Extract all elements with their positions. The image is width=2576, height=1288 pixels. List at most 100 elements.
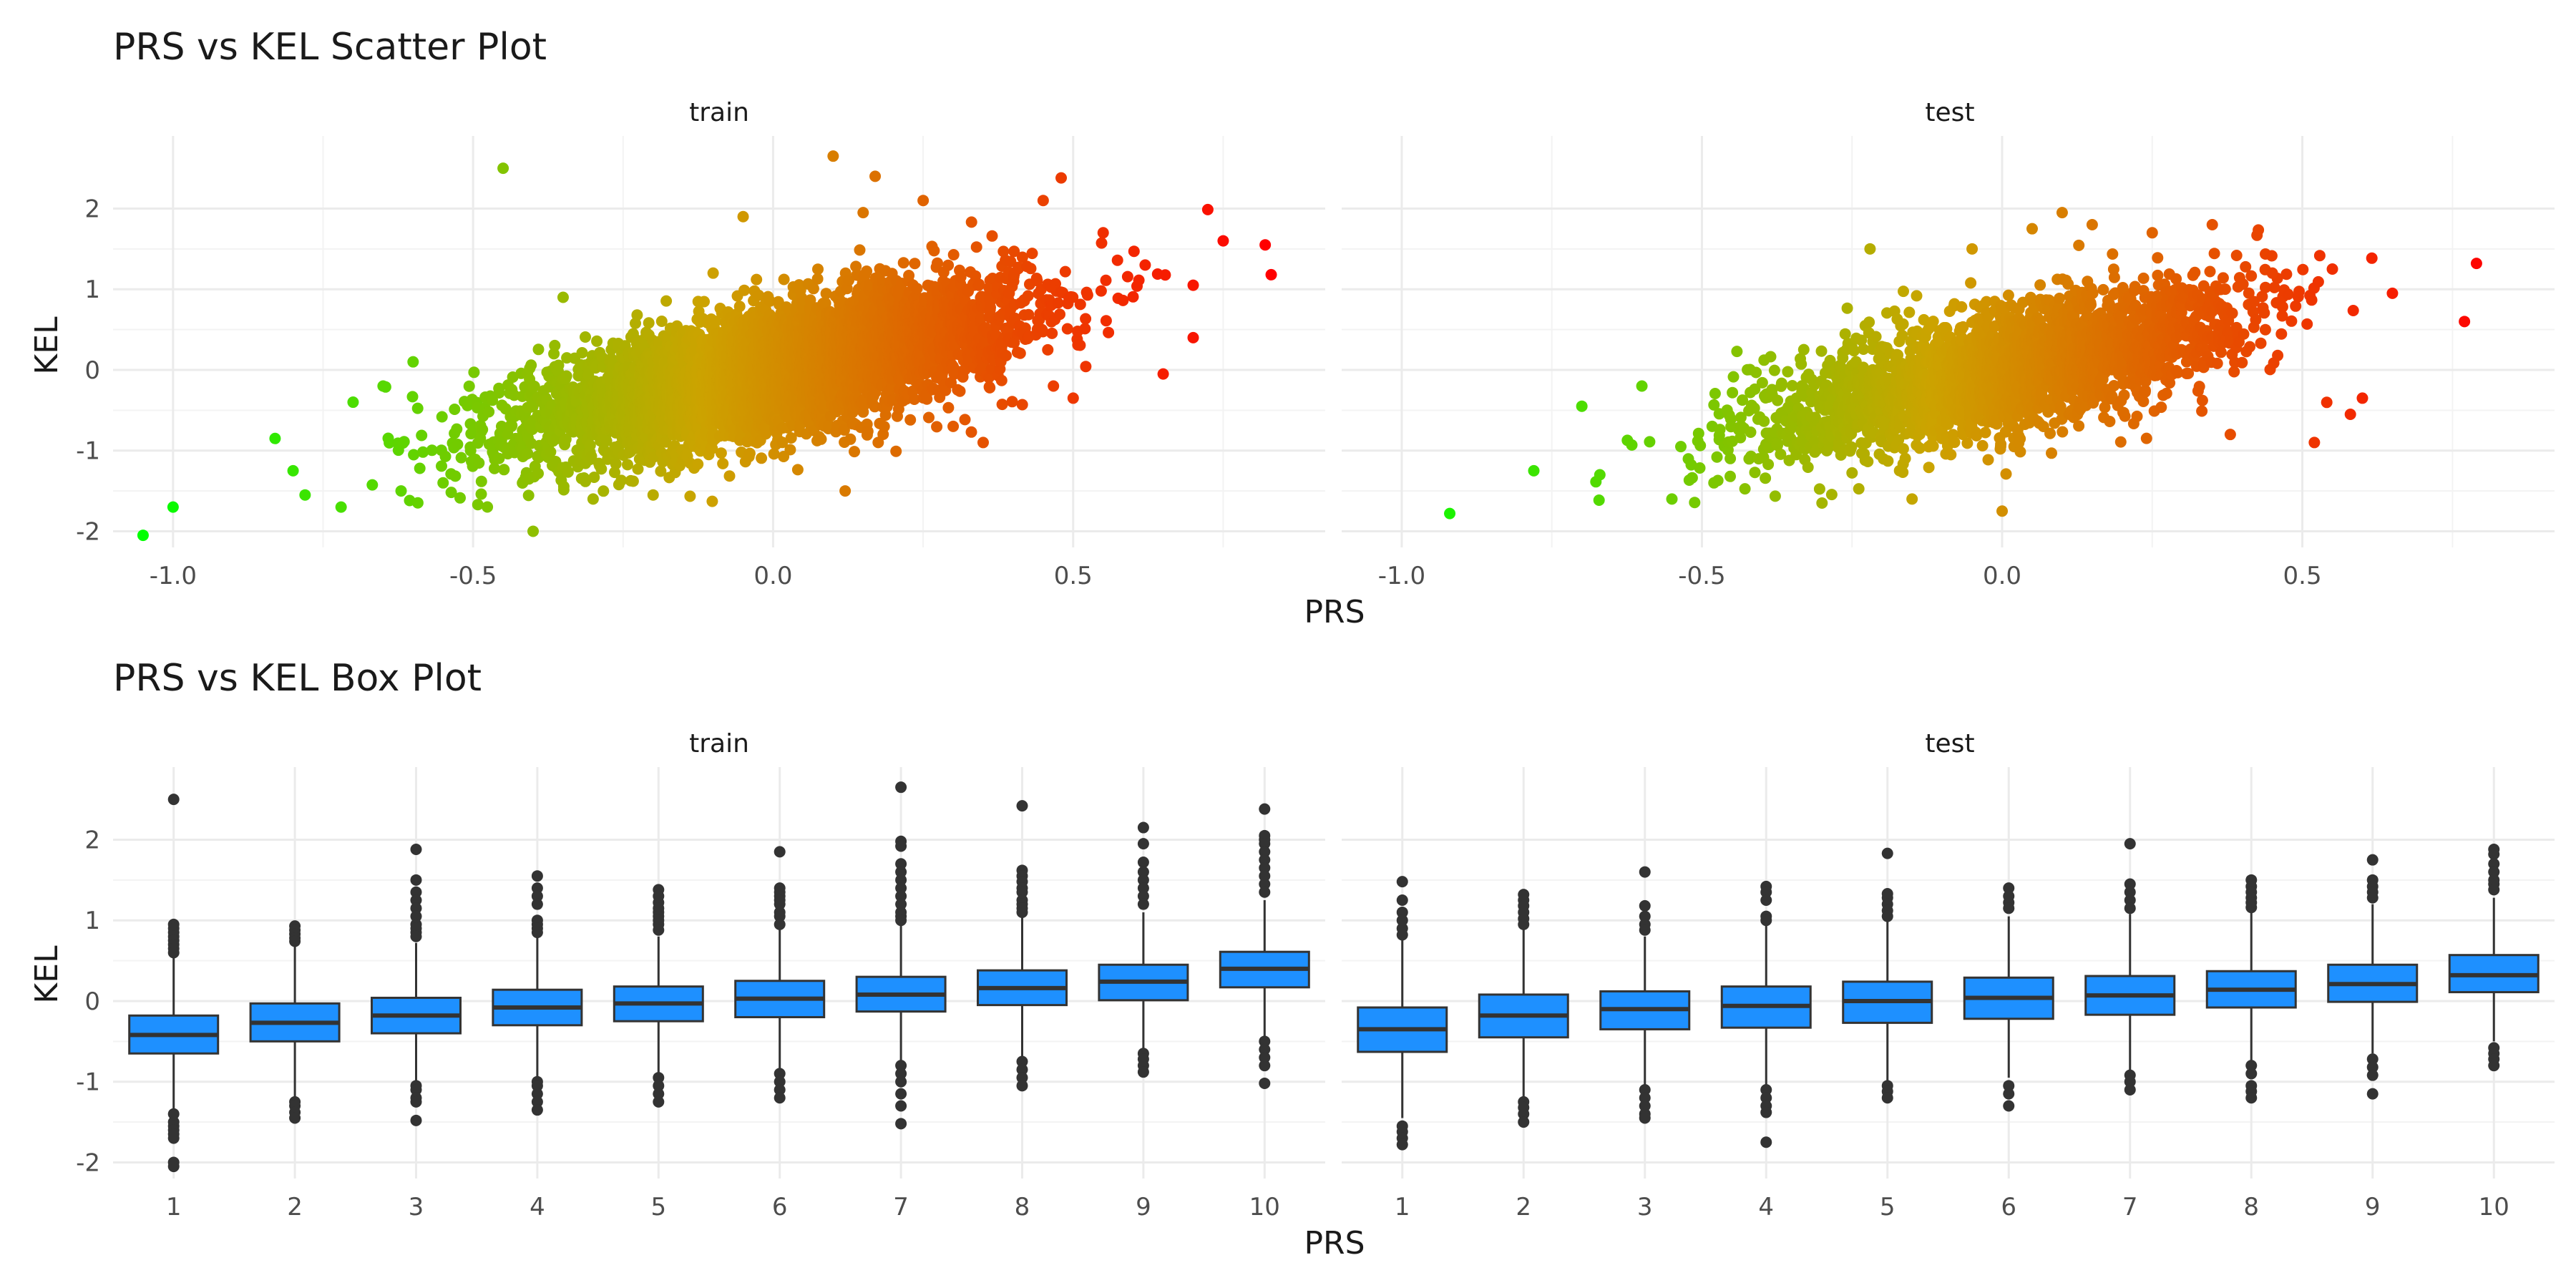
- scatter-point: [411, 402, 424, 414]
- scatter-point: [483, 406, 495, 418]
- scatter-point: [715, 447, 727, 459]
- scatter-point: [942, 401, 955, 414]
- scatter-point: [436, 460, 447, 472]
- scatter-point: [487, 394, 499, 406]
- scatter-point: [615, 474, 628, 487]
- scatter-point: [595, 463, 608, 475]
- scatter-point: [436, 411, 448, 423]
- scatter-point: [890, 445, 902, 457]
- scatter-point: [560, 433, 572, 445]
- scatter-panel-train: -1.0 -0.5 0.0 0.5: [113, 136, 1325, 590]
- scatter-point: [923, 411, 935, 424]
- scatter-point: [475, 475, 487, 487]
- scatter-point: [954, 385, 966, 397]
- scatter-point: [717, 457, 729, 469]
- scatter-point: [588, 472, 600, 483]
- scatter-point: [698, 296, 710, 308]
- scatter-point: [532, 343, 545, 356]
- scatter-point: [723, 470, 736, 482]
- scatter-point: [597, 485, 610, 497]
- scatter-point: [655, 316, 668, 327]
- scatter-point: [812, 263, 824, 275]
- scatter-point: [506, 419, 518, 431]
- scatter-point: [463, 380, 475, 392]
- scatter-point: [398, 436, 410, 448]
- scatter-point: [580, 475, 592, 487]
- scatter-point: [522, 447, 534, 459]
- scatter-point: [738, 284, 751, 296]
- scatter-point: [655, 465, 667, 477]
- scatter-point: [710, 316, 722, 328]
- scatter-point: [449, 404, 461, 415]
- scatter-point: [426, 444, 438, 457]
- scatter-point: [445, 487, 457, 499]
- scatter-point: [408, 449, 420, 461]
- scatter-point: [610, 458, 622, 470]
- scatter-point: [751, 273, 763, 286]
- scatter-point: [591, 335, 603, 347]
- scatter-point: [807, 283, 819, 295]
- scatter-point: [784, 444, 796, 456]
- scatter-point: [498, 464, 510, 476]
- scatter-point: [411, 497, 424, 509]
- scatter-point: [449, 470, 462, 482]
- scatter-point: [549, 339, 561, 351]
- scatter-point: [849, 446, 860, 458]
- scatter-point: [897, 257, 909, 269]
- scatter-point: [778, 273, 790, 286]
- scatter-point: [528, 380, 540, 392]
- scatter-point: [576, 347, 588, 358]
- scatter-point: [417, 446, 429, 458]
- scatter-point: [660, 295, 673, 307]
- scatter-point: [585, 450, 597, 462]
- scatter-point: [942, 259, 955, 271]
- scatter-point: [451, 423, 463, 435]
- scatter-point: [439, 450, 452, 462]
- scatter-point: [600, 435, 613, 447]
- scatter-point: [477, 424, 489, 436]
- scatter-point: [548, 348, 560, 360]
- scatter-point: [609, 467, 620, 479]
- scatter-point: [904, 414, 917, 426]
- scatter-point: [489, 462, 500, 474]
- scatter-point: [622, 459, 633, 471]
- scatter-point: [909, 258, 921, 270]
- scatter-point: [947, 249, 960, 260]
- scatter-point: [414, 462, 426, 474]
- scatter-point: [557, 480, 570, 492]
- scatter-strip-test: test: [1925, 98, 1974, 127]
- scatter-point: [552, 359, 565, 371]
- scatter-point: [844, 433, 857, 445]
- scatter-point: [743, 447, 756, 459]
- scatter-point: [965, 216, 977, 228]
- scatter-point: [472, 499, 484, 511]
- scatter-point: [911, 283, 923, 295]
- scatter-point: [473, 457, 485, 469]
- scatter-point: [406, 391, 419, 403]
- scatter-point: [366, 479, 379, 491]
- scatter-point: [452, 439, 464, 450]
- scatter-point: [928, 245, 940, 257]
- scatter-plot: PRS vs KEL Scatter Plot train test -1.0-…: [29, 26, 2555, 630]
- scatter-point: [692, 458, 704, 470]
- scatter-cloud: [366, 203, 1214, 513]
- scatter-point: [878, 421, 890, 432]
- scatter-point: [416, 429, 428, 441]
- scatter-point: [580, 331, 591, 343]
- scatter-plot-title: PRS vs KEL Scatter Plot: [113, 26, 547, 69]
- scatter-point: [733, 301, 746, 313]
- scatter-point: [959, 414, 971, 426]
- scatter-point: [815, 433, 827, 445]
- scatter-point: [931, 421, 943, 433]
- scatter-point: [464, 444, 477, 457]
- scatter-point: [560, 370, 572, 382]
- scatter-point: [684, 490, 696, 502]
- scatter-point: [532, 467, 544, 479]
- scatter-point: [584, 439, 596, 452]
- scatter-point: [706, 495, 718, 507]
- scatter-point: [562, 466, 574, 478]
- scatter-point: [475, 488, 487, 500]
- scatter-point: [482, 501, 494, 513]
- scatter-point: [493, 387, 505, 399]
